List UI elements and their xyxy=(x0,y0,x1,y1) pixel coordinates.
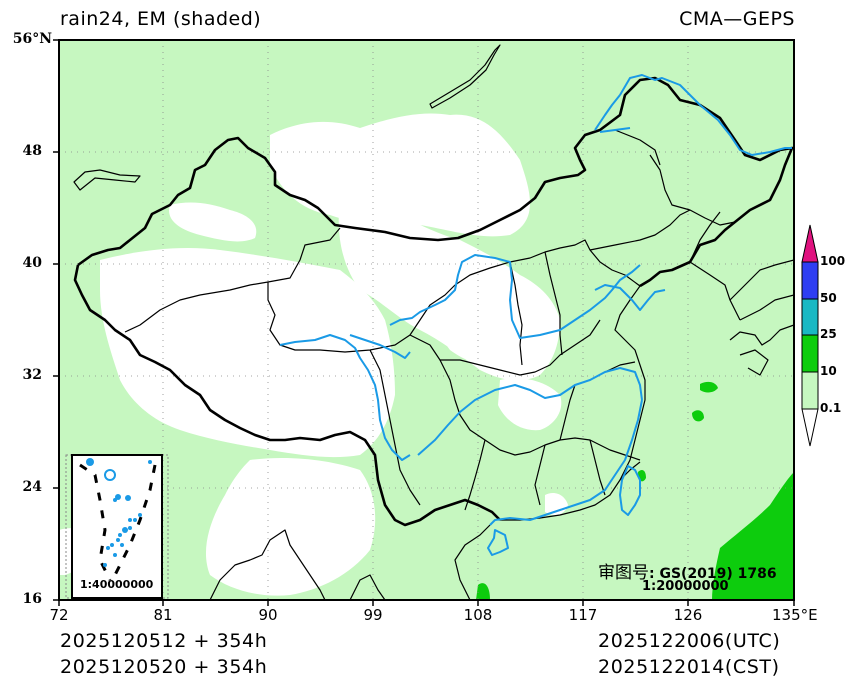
model-label: CMA—GEPS xyxy=(679,8,795,30)
inset-map-scale: 1:40000000 xyxy=(80,578,154,591)
lon-label-126: 126 xyxy=(673,606,703,624)
lat-label-48: 48 xyxy=(22,143,42,159)
colorbar-label-0-1: 0.1 xyxy=(820,401,842,415)
colorbar-label-100: 100 xyxy=(820,254,846,268)
approval-cn-label: 审图号 xyxy=(598,563,649,583)
china-boundary xyxy=(77,76,794,288)
lon-label-90: 90 xyxy=(258,606,278,624)
colorbar xyxy=(801,224,819,447)
lat-label-16: 16 xyxy=(22,591,42,607)
graticule xyxy=(59,40,794,600)
main-map-scale: 1:20000000 xyxy=(642,579,729,594)
init-time-utc: 2025120512 + 354h xyxy=(60,630,268,652)
colorbar-label-25: 25 xyxy=(820,327,837,341)
chart-title: rain24, EM (shaded) xyxy=(60,8,262,30)
valid-time-cst: 2025122014(CST) xyxy=(598,656,780,678)
lon-label-99: 99 xyxy=(363,606,383,624)
dry-regions xyxy=(59,113,568,596)
axis-ticks xyxy=(53,39,795,606)
init-time-cst: 2025120520 + 354h xyxy=(60,656,268,678)
map-approval-number: 审图号: GS(2019) 1786 xyxy=(598,558,777,583)
china-boundary-sw xyxy=(73,264,501,527)
lon-label-135: 135°E xyxy=(772,606,818,624)
lon-label-117: 117 xyxy=(568,606,598,624)
lon-label-81: 81 xyxy=(153,606,173,624)
lat-label-24: 24 xyxy=(22,479,42,495)
map-frame xyxy=(58,39,795,601)
south-china-sea-inset xyxy=(65,454,169,599)
colorbar-label-50: 50 xyxy=(820,291,837,305)
rivers-coastline xyxy=(279,74,792,556)
lat-label-56: 56°N xyxy=(12,31,52,47)
lat-label-32: 32 xyxy=(22,367,42,383)
lon-label-108: 108 xyxy=(463,606,493,624)
lon-label-72: 72 xyxy=(49,606,69,624)
lat-label-40: 40 xyxy=(22,255,42,271)
province-boundaries xyxy=(73,44,794,600)
colorbar-label-10: 10 xyxy=(820,364,837,378)
approval-code: : GS(2019) 1786 xyxy=(649,566,777,582)
valid-time-utc: 2025122006(UTC) xyxy=(598,630,781,652)
